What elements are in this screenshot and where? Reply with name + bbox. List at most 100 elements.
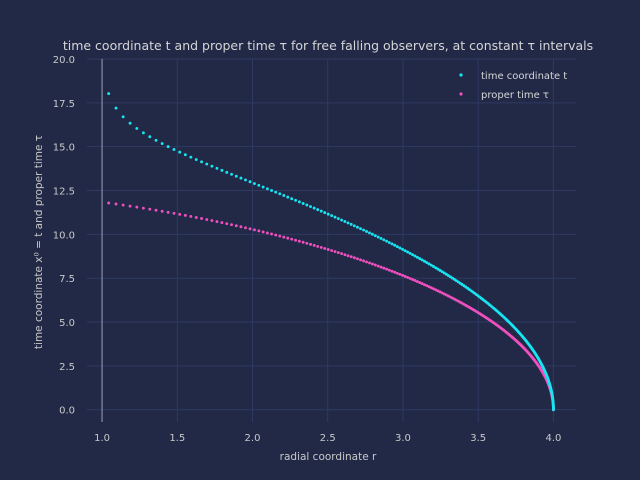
data-point-proper-time xyxy=(382,266,386,270)
grid xyxy=(87,58,576,422)
data-point-proper-time xyxy=(411,278,414,281)
data-point-proper-time xyxy=(294,238,298,242)
data-point-proper-time xyxy=(393,270,397,274)
data-point-time-coordinate xyxy=(225,170,229,174)
data-point-proper-time xyxy=(200,217,204,220)
data-point-time-coordinate xyxy=(326,212,330,216)
x-tick-label: 3.5 xyxy=(470,433,486,444)
y-tick-label: 15.0 xyxy=(53,143,75,154)
data-point-proper-time xyxy=(282,235,286,239)
legend-marker-proper-time xyxy=(459,92,463,96)
data-point-time-coordinate xyxy=(309,205,312,209)
data-point-proper-time xyxy=(312,243,316,247)
data-point-proper-time xyxy=(183,213,187,217)
data-point-time-coordinate xyxy=(215,166,219,170)
data-point-proper-time xyxy=(210,219,214,222)
data-point-proper-time xyxy=(261,230,265,234)
data-point-time-coordinate xyxy=(442,271,446,275)
data-point-proper-time xyxy=(274,233,278,237)
data-point-time-coordinate xyxy=(323,211,327,215)
data-point-proper-time xyxy=(239,225,243,229)
data-point-proper-time xyxy=(373,263,377,267)
data-point-proper-time xyxy=(166,210,170,214)
data-point-time-coordinate xyxy=(340,218,344,222)
data-point-proper-time xyxy=(172,211,176,215)
data-point-proper-time xyxy=(333,250,337,254)
series-time-coordinate xyxy=(107,92,555,412)
data-point-proper-time xyxy=(385,267,389,271)
data-point-time-coordinate xyxy=(319,209,323,213)
x-tick-label: 3.0 xyxy=(395,433,411,444)
data-point-proper-time xyxy=(406,275,410,279)
y-tick-label: 0.0 xyxy=(59,406,75,417)
data-point-proper-time xyxy=(225,222,229,226)
data-point-proper-time xyxy=(420,282,424,286)
data-point-proper-time xyxy=(436,289,440,293)
data-point-time-coordinate xyxy=(406,250,410,254)
y-tick-label: 7.5 xyxy=(59,274,75,285)
data-point-time-coordinate xyxy=(183,153,187,157)
data-point-time-coordinate xyxy=(444,272,448,276)
data-point-proper-time xyxy=(230,223,234,227)
data-point-proper-time xyxy=(401,273,404,277)
data-point-proper-time xyxy=(432,287,435,291)
y-tick-label: 12.5 xyxy=(53,187,75,198)
data-point-time-coordinate xyxy=(359,227,362,231)
legend-marker-time-coordinate xyxy=(459,73,463,77)
x-axis-label: radial coordinate r xyxy=(280,451,377,463)
data-point-time-coordinate xyxy=(403,249,407,253)
data-point-time-coordinate xyxy=(429,263,433,267)
data-point-proper-time xyxy=(365,260,369,264)
data-point-time-coordinate xyxy=(200,160,204,164)
data-point-time-coordinate xyxy=(390,242,394,246)
data-point-proper-time xyxy=(395,271,399,275)
data-point-proper-time xyxy=(398,272,402,276)
data-point-proper-time xyxy=(178,212,182,216)
data-point-proper-time xyxy=(359,258,362,262)
data-point-proper-time xyxy=(362,259,366,263)
data-point-time-coordinate xyxy=(286,195,290,199)
data-point-time-coordinate xyxy=(385,239,389,243)
data-point-time-coordinate xyxy=(278,192,282,196)
data-point-proper-time xyxy=(330,249,334,252)
data-point-proper-time xyxy=(415,280,419,283)
data-point-time-coordinate xyxy=(234,174,238,178)
data-point-proper-time xyxy=(438,290,442,294)
data-point-time-coordinate xyxy=(305,203,309,207)
data-point-time-coordinate xyxy=(376,235,380,239)
data-point-time-coordinate xyxy=(401,247,404,251)
series-proper-time xyxy=(107,201,555,412)
data-point-proper-time xyxy=(121,203,125,207)
data-point-time-coordinate xyxy=(257,183,261,187)
x-tick-label: 2.0 xyxy=(245,433,261,444)
chart-title: time coordinate t and proper time τ for … xyxy=(63,38,593,53)
data-point-time-coordinate xyxy=(205,162,209,166)
data-point-proper-time xyxy=(220,221,224,225)
data-point-time-coordinate xyxy=(154,138,158,142)
data-point-proper-time xyxy=(349,255,353,259)
data-point-time-coordinate xyxy=(356,225,359,229)
data-point-proper-time xyxy=(234,224,238,228)
y-tick-label: 2.5 xyxy=(59,362,75,373)
data-point-proper-time xyxy=(316,244,320,248)
data-point-proper-time xyxy=(107,201,111,205)
data-point-time-coordinate xyxy=(248,180,252,184)
data-point-time-coordinate xyxy=(370,232,374,236)
data-point-proper-time xyxy=(248,227,252,231)
data-point-time-coordinate xyxy=(415,255,419,259)
data-point-proper-time xyxy=(265,231,269,235)
data-point-proper-time xyxy=(376,264,380,268)
legend-label-time-coordinate: time coordinate t xyxy=(481,71,567,82)
data-point-time-coordinate xyxy=(349,222,353,226)
data-point-time-coordinate xyxy=(189,155,193,159)
data-point-proper-time xyxy=(128,204,132,208)
data-point-time-coordinate xyxy=(379,236,383,240)
data-point-time-coordinate xyxy=(333,215,337,219)
y-tick-label: 20.0 xyxy=(53,55,75,66)
data-point-time-coordinate xyxy=(373,234,377,238)
data-point-time-coordinate xyxy=(148,135,152,139)
x-tick-label: 1.0 xyxy=(94,433,110,444)
y-ticks: 0.0 2.5 5.0 7.5 10.0 12.5 15.0 17.5 20.0 xyxy=(53,55,75,417)
data-point-proper-time xyxy=(309,242,312,246)
